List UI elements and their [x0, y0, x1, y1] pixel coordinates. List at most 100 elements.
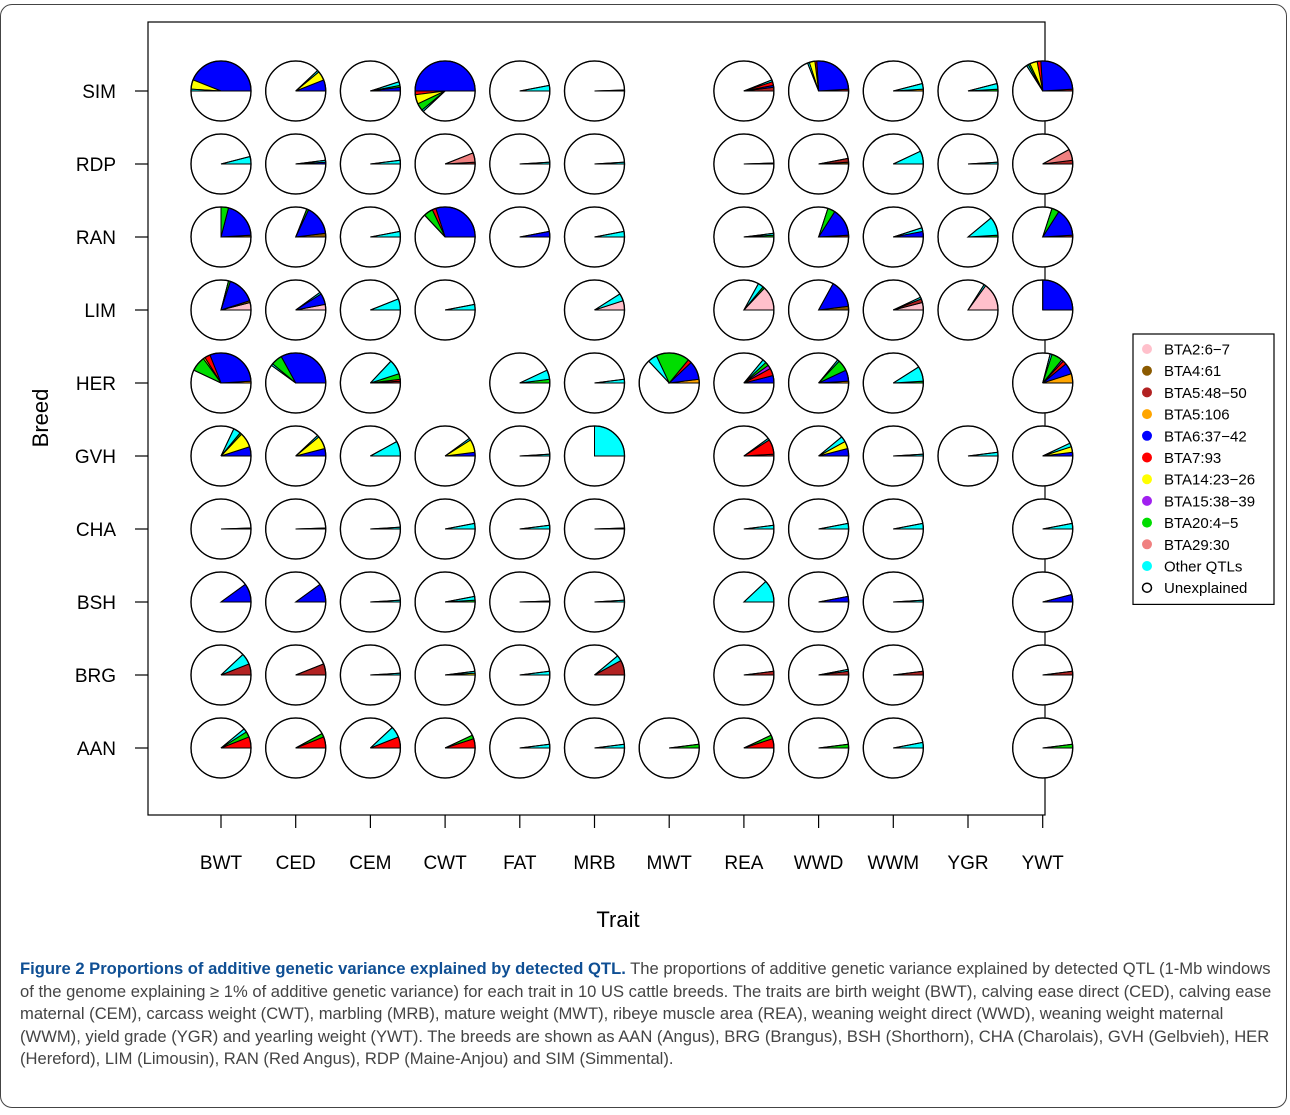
pie-ran-wwm	[862, 206, 924, 268]
pie-outline	[339, 60, 402, 122]
pie-radius-line	[1042, 442, 1071, 457]
pie-outline	[862, 425, 924, 487]
pie-radius-line	[519, 670, 550, 676]
pie-radius-line	[445, 522, 475, 530]
pie-cha-fat	[489, 498, 551, 560]
pie-radius-line	[818, 283, 834, 311]
pie-rdp-mrb	[563, 133, 626, 195]
pie-outline	[265, 571, 327, 633]
pie-radius-line	[743, 670, 774, 676]
pie-radius-line	[893, 296, 921, 311]
legend-marker	[1142, 344, 1152, 354]
pie-outline	[713, 352, 775, 414]
pie-radius-line	[295, 159, 326, 165]
pie-outline	[1012, 425, 1074, 487]
pie-gvh-cwt	[414, 425, 476, 487]
pie-outline	[265, 133, 327, 195]
pie-her-mrb	[563, 352, 626, 414]
pie-radius-line	[893, 522, 923, 530]
pie-radius-line	[967, 284, 985, 311]
pie-outline	[339, 206, 402, 268]
pie-rdp-ygr	[937, 133, 999, 195]
pie-outline	[713, 279, 775, 341]
pie-bsh-fat	[489, 571, 551, 633]
pie-radius-line	[519, 524, 550, 530]
figure-frame	[0, 4, 1287, 1108]
pie-radius-line	[648, 360, 670, 384]
pie-radius-line	[743, 162, 774, 165]
legend-item-bta15: BTA15:38−39	[1142, 493, 1255, 510]
pie-outline	[190, 644, 252, 706]
pie-gvh-wwm	[862, 425, 924, 487]
x-axis-title: Trait	[596, 907, 639, 932]
pie-radius-line	[422, 90, 446, 112]
pie-outline	[563, 425, 626, 487]
pie-outline	[414, 571, 476, 633]
pie-radius-line	[893, 741, 923, 749]
pie-outline	[190, 133, 252, 195]
pie-her-wwd	[787, 352, 850, 414]
pie-outline	[787, 425, 850, 487]
pie-aan-bwt	[190, 717, 252, 779]
pie-gvh-ywt	[1012, 425, 1074, 487]
x-tick-label: CED	[276, 853, 316, 874]
pie-brg-wwm	[862, 644, 924, 706]
x-tick-label: BWT	[200, 853, 243, 874]
pie-slice-bta6	[816, 60, 850, 92]
pie-radius-line	[594, 378, 625, 384]
pie-aan-mwt	[638, 717, 700, 779]
pie-ran-fat	[489, 206, 551, 268]
pie-radius-line	[743, 524, 774, 530]
pie-outline	[190, 717, 252, 779]
pie-outline	[1012, 279, 1074, 341]
pie-outline	[937, 133, 999, 195]
pie-radius-line	[445, 303, 475, 311]
legend-marker	[1142, 517, 1152, 528]
pie-brg-wwd	[787, 644, 850, 706]
pie-her-ced	[265, 352, 327, 414]
legend-item-other: Other QTLs	[1142, 559, 1242, 576]
pie-outline	[190, 425, 252, 487]
pie-ran-rea	[713, 206, 775, 268]
legend-label: Unexplained	[1164, 580, 1247, 597]
pie-radius-line	[370, 159, 401, 165]
legend-label: BTA7:93	[1164, 450, 1221, 467]
pie-outline	[489, 717, 551, 779]
pie-outline	[563, 352, 626, 414]
pie-outline	[563, 206, 626, 268]
pie-aan-cem	[339, 717, 402, 779]
pie-lim-wwm	[862, 279, 924, 341]
legend-label: BTA2:6−7	[1164, 342, 1230, 359]
pie-radius-line	[519, 453, 550, 457]
pie-rdp-cem	[339, 133, 402, 195]
pie-outline	[787, 717, 850, 779]
pie-radius-line	[220, 280, 229, 311]
pie-radius-line	[519, 161, 550, 165]
pie-ran-mrb	[563, 206, 626, 268]
y-tick-label: RDP	[76, 155, 116, 176]
legend-marker	[1142, 409, 1152, 420]
pie-aan-rea	[713, 717, 775, 779]
pie-cha-mrb	[563, 498, 626, 560]
pie-bsh-bwt	[190, 571, 252, 633]
pie-gvh-fat	[489, 425, 551, 487]
pie-radius-line	[519, 369, 548, 384]
pie-outline	[937, 279, 999, 341]
pie-outline	[937, 60, 999, 122]
pie-her-ywt	[1012, 352, 1074, 414]
legend-marker	[1142, 539, 1152, 550]
legend-item-unexplained: Unexplained	[1141, 580, 1247, 597]
pie-lim-mrb	[563, 279, 626, 341]
y-tick-label: AAN	[77, 739, 116, 760]
pie-outline	[190, 206, 252, 268]
pie-radius-line	[743, 283, 759, 311]
pie-her-bwt	[190, 352, 252, 414]
pie-radius-line	[370, 230, 400, 238]
pie-slice-bta6	[1040, 60, 1074, 92]
pie-outline	[339, 717, 402, 779]
pie-outline	[713, 425, 775, 487]
pie-radius-line	[818, 157, 849, 165]
pie-radius-line	[1042, 743, 1073, 749]
pie-ran-ced	[265, 206, 327, 268]
pie-radius-line	[1042, 594, 1072, 603]
